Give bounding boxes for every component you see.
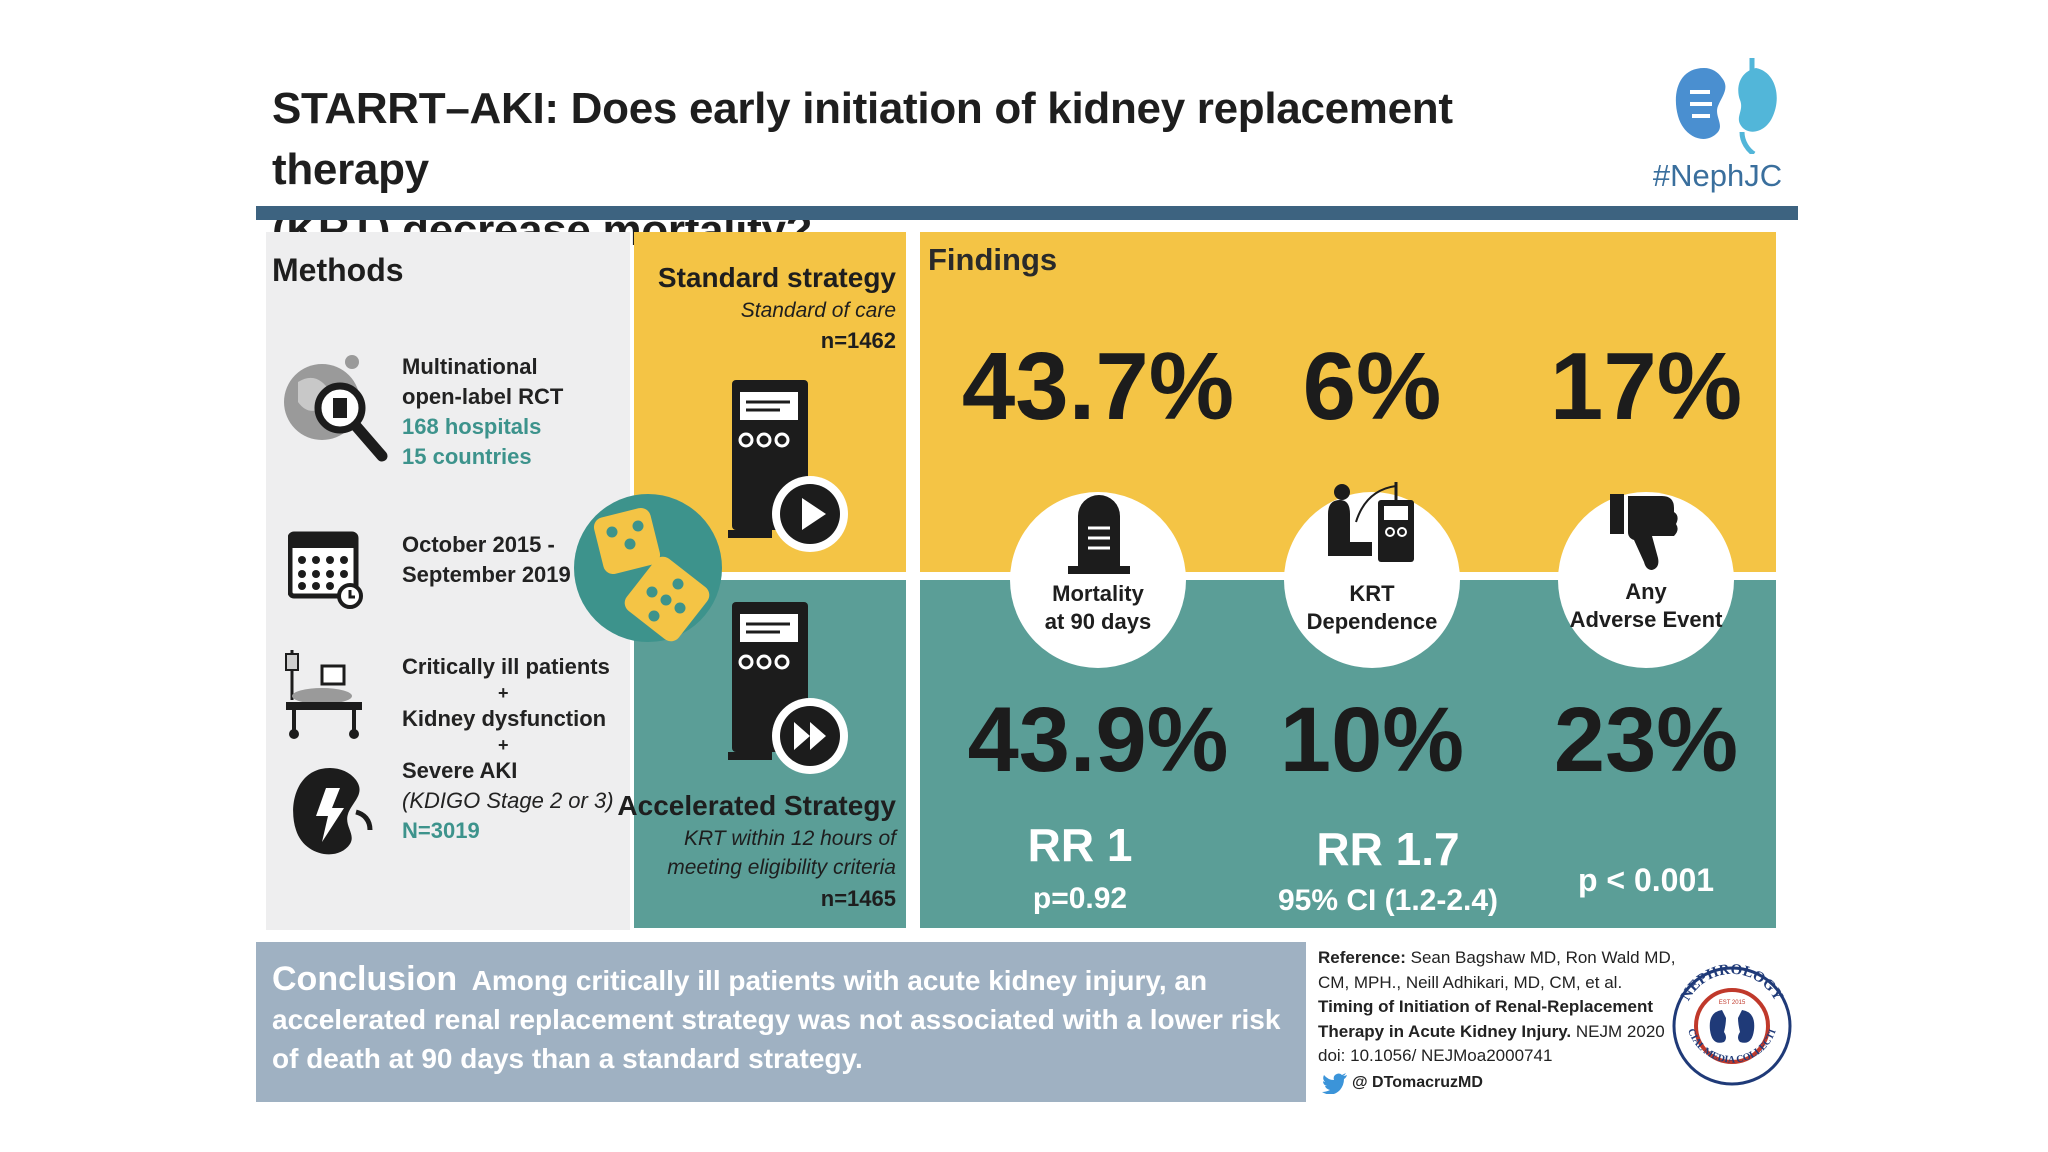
conclusion-heading: Conclusion bbox=[272, 960, 458, 998]
nephrology-social-media-collective-seal: NEPHROLOGY SOCIAL MEDIA COLLECTIVE EST 2… bbox=[1670, 944, 1792, 1086]
conclusion-panel bbox=[256, 942, 1306, 1102]
standard-strategy-subtitle: Standard of care bbox=[740, 299, 896, 322]
adverse-event-accelerated-value: 23% bbox=[1553, 689, 1739, 791]
dialysis-machine-fast-forward-icon bbox=[728, 602, 848, 774]
accelerated-strategy-title: Accelerated Strategy bbox=[617, 790, 896, 821]
reference-block: Reference: Sean Bagshaw MD, Ron Wald MD,… bbox=[1318, 948, 1676, 1065]
kidney-lightning-icon bbox=[293, 768, 373, 855]
krt-dependence-label: KRT Dependence bbox=[1306, 581, 1438, 634]
tombstone-icon bbox=[1068, 495, 1130, 574]
conclusion-text: Conclusion Among critically ill patients… bbox=[272, 960, 1281, 1074]
krt-dependence-ci: 95% CI (1.2-2.4) bbox=[1277, 884, 1499, 917]
mortality-accelerated-value: 43.9% bbox=[967, 689, 1229, 791]
standard-strategy-title: Standard strategy bbox=[657, 262, 896, 293]
accelerated-strategy-subtitle: KRT within 12 hours of meeting eligibili… bbox=[667, 827, 896, 879]
brand-hashtag: #NephJC bbox=[1652, 158, 1783, 193]
hospital-bed-icon bbox=[285, 650, 362, 739]
methods-heading: Methods bbox=[272, 252, 404, 288]
accelerated-n: n=1465 bbox=[820, 886, 896, 911]
calendar-icon bbox=[288, 531, 363, 609]
adverse-event-standard-value: 17% bbox=[1549, 333, 1743, 440]
dice-icon bbox=[574, 494, 722, 642]
standard-n: n=1462 bbox=[820, 328, 896, 353]
study-design-text: Multinational open-label RCT 168 hospita… bbox=[402, 352, 563, 472]
population-text: Critically ill patients + Kidney dysfunc… bbox=[402, 652, 614, 846]
seal-est-text: EST 2015 bbox=[1719, 1000, 1746, 1006]
kidney-logo-icon bbox=[1675, 58, 1777, 154]
adverse-event-label: Any Adverse Event bbox=[1569, 579, 1723, 632]
mortality-standard-value: 43.7% bbox=[961, 333, 1235, 440]
krt-dependence-circle bbox=[1284, 492, 1460, 668]
total-n: N=3019 bbox=[402, 818, 480, 843]
dialysis-machine-play-icon bbox=[728, 380, 848, 552]
mortality-rr: RR 1 bbox=[1027, 819, 1133, 871]
mortality-p-value: p=0.92 bbox=[1032, 882, 1128, 915]
findings-heading: Findings bbox=[928, 242, 1058, 277]
krt-dependence-rr: RR 1.7 bbox=[1316, 823, 1460, 875]
mortality-label: Mortality at 90 days bbox=[1044, 581, 1152, 634]
krt-dependence-standard-value: 6% bbox=[1302, 333, 1442, 440]
header-divider bbox=[256, 206, 1798, 220]
study-period-text: October 2015 - September 2019 bbox=[402, 532, 571, 587]
countries-count: 15 countries bbox=[402, 444, 532, 469]
twitter-handle[interactable]: @ DTomacruzMD bbox=[1352, 1074, 1483, 1091]
krt-dependence-accelerated-value: 10% bbox=[1279, 689, 1465, 791]
globe-search-icon bbox=[284, 355, 388, 462]
twitter-bird-icon bbox=[1322, 1073, 1347, 1094]
hospitals-count: 168 hospitals bbox=[402, 414, 542, 439]
dialysis-icon bbox=[1328, 482, 1414, 562]
thumbs-down-icon bbox=[1610, 494, 1678, 570]
adverse-event-p-value: p < 0.001 bbox=[1577, 862, 1715, 898]
